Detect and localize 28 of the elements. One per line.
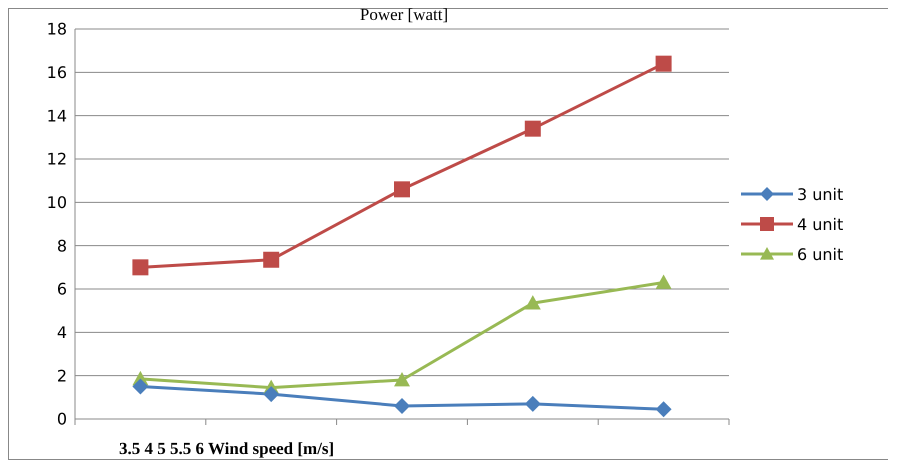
y-tick-label: 6 (56, 280, 67, 299)
y-tick-label: 0 (56, 410, 67, 429)
point (524, 120, 541, 137)
y-tick-label: 18 (46, 20, 67, 39)
x-axis-title: 3.5 4 5 5.5 6 Wind speed [m/s] (119, 439, 334, 459)
point (524, 396, 541, 412)
y-tick-label: 8 (56, 236, 67, 256)
y-tick-label: 12 (46, 150, 67, 169)
point (132, 259, 148, 276)
legend-label: 3 unit (797, 184, 844, 204)
y-tick-label: 10 (46, 193, 67, 212)
point (263, 252, 280, 268)
point (524, 295, 541, 310)
y-tick-label: 2 (56, 366, 67, 386)
y-tick-label: 16 (46, 63, 67, 82)
point (263, 386, 280, 402)
y-tick-label: 4 (56, 323, 67, 342)
point (394, 181, 410, 198)
point (394, 372, 410, 386)
point (656, 274, 672, 289)
legend-label: 4 unit (797, 214, 844, 234)
legend-label: 6 unit (797, 244, 844, 264)
point (394, 398, 410, 414)
y-tick-label: 14 (46, 106, 67, 126)
point (656, 56, 672, 72)
point (132, 378, 148, 394)
point (656, 401, 672, 418)
chart-title: Power [watt] (360, 5, 448, 24)
